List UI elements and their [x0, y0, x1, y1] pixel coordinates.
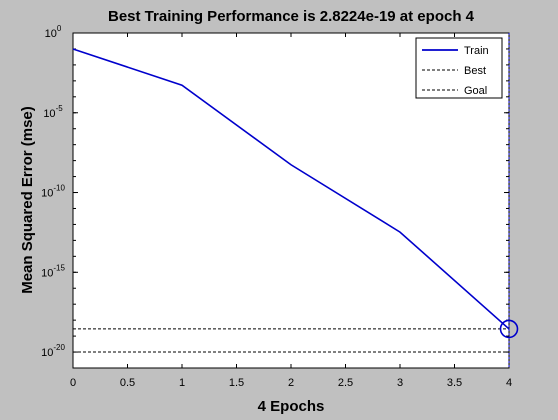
y-tick-base: 10	[41, 188, 53, 200]
x-tick-label: 1	[179, 377, 185, 389]
y-tick-base: 10	[45, 28, 57, 40]
x-tick-labels: 0 0.5 1 1.5 2 2.5 3 3.5 4	[70, 377, 512, 389]
y-tick-exponent: -5	[56, 104, 64, 113]
x-tick-label: 1.5	[229, 377, 244, 389]
y-tick-exponent: -20	[53, 343, 65, 352]
y-tick-label: 10-15	[41, 263, 65, 279]
x-tick-label: 0.5	[120, 377, 135, 389]
y-tick-base: 10	[41, 347, 53, 359]
legend-label-train: Train	[464, 45, 489, 57]
legend: Train Best Goal	[415, 37, 503, 99]
train-series-line	[72, 48, 510, 330]
series-lines	[72, 33, 519, 368]
y-tick-label: 100	[45, 24, 62, 40]
x-tick-label: 2	[288, 377, 294, 389]
y-tick-exponent: -10	[53, 184, 65, 193]
y-tick-label: 10-5	[43, 104, 63, 120]
x-tick-label: 3	[397, 377, 403, 389]
x-axis-label: 4 Epochs	[258, 398, 325, 415]
x-tick-label: 3.5	[447, 377, 462, 389]
y-tick-base: 10	[41, 267, 53, 279]
y-tick-exponent: 0	[57, 24, 62, 33]
y-tick-label: 10-20	[41, 343, 65, 359]
x-tick-label: 0	[70, 377, 76, 389]
legend-label-best: Best	[464, 65, 486, 77]
y-tick-label: 10-10	[41, 184, 65, 200]
x-tick-label: 2.5	[338, 377, 353, 389]
chart-title: Best Training Performance is 2.8224e-19 …	[108, 8, 475, 25]
x-tick-label: 4	[506, 377, 512, 389]
y-tick-base: 10	[43, 108, 55, 120]
best-point-marker	[499, 319, 519, 339]
y-tick-exponent: -15	[53, 263, 65, 272]
legend-label-goal: Goal	[464, 85, 487, 97]
legend-box	[415, 37, 503, 99]
y-axis-label: Mean Squared Error (mse)	[19, 106, 36, 294]
